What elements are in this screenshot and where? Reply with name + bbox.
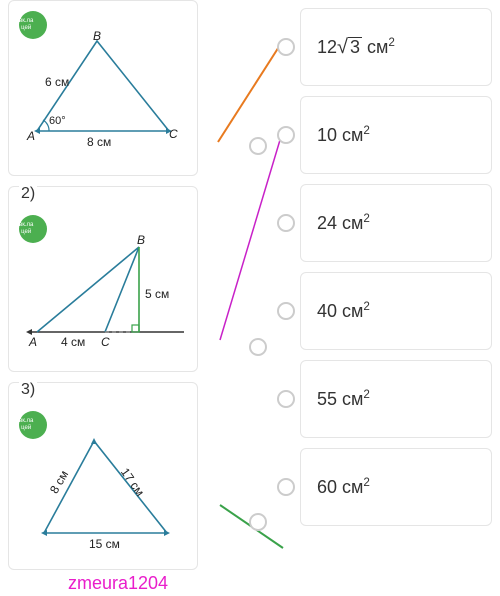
answer-option-4[interactable]: 40 см2 [300,272,492,350]
answer-option-2[interactable]: 10 см2 [300,96,492,174]
answer-text-2: 10 см2 [317,124,370,146]
match-line-1 [218,42,282,142]
vertex-c-label: C [169,127,178,141]
answer-text-3: 24 см2 [317,212,370,234]
answer-text-5: 55 см2 [317,388,370,410]
answer-radio-6[interactable] [277,478,295,496]
answer-text-6: 60 см2 [317,476,370,498]
answer-option-6[interactable]: 60 см2 [300,448,492,526]
answer-radio-1[interactable] [277,38,295,56]
answer-radio-3[interactable] [277,214,295,232]
vertex-a-label: A [27,129,35,143]
answer-radio-4[interactable] [277,302,295,320]
answer-option-1[interactable]: 12√3 см2 [300,8,492,86]
answer-radio-2[interactable] [277,126,295,144]
problem-card-2: 2) вк.лацей B A C 4 см 5 см [8,186,198,372]
vertex-a-label-2: A [29,335,37,349]
answer-text-1: 12√3 см2 [317,36,395,59]
match-line-2 [220,130,283,340]
answer-radio-5[interactable] [277,390,295,408]
answer-text-4: 40 см2 [317,300,370,322]
height-label: 5 см [145,287,169,301]
side-ac-label: 8 см [87,135,111,149]
vertex-b-label-2: B [137,233,145,247]
problem-1-connector[interactable] [249,137,267,155]
base-ac-label: 4 см [61,335,85,349]
side-c-label: 15 см [89,537,120,551]
problem-card-3: 3) вк.лацей 8 см 17 см 15 см [8,382,198,570]
vertex-b-label: B [93,29,101,43]
answer-option-3[interactable]: 24 см2 [300,184,492,262]
problem-2-connector[interactable] [249,338,267,356]
answer-option-5[interactable]: 55 см2 [300,360,492,438]
problem-3-connector[interactable] [249,513,267,531]
angle-a-label: 60° [49,115,66,127]
vertex-c-label-2: C [101,335,110,349]
side-ab-label: 6 см [45,75,69,89]
problem-card-1: вк.лацей B A C 6 см 8 см 60° [8,0,198,176]
watermark-text: zmeura1204 [68,573,168,594]
